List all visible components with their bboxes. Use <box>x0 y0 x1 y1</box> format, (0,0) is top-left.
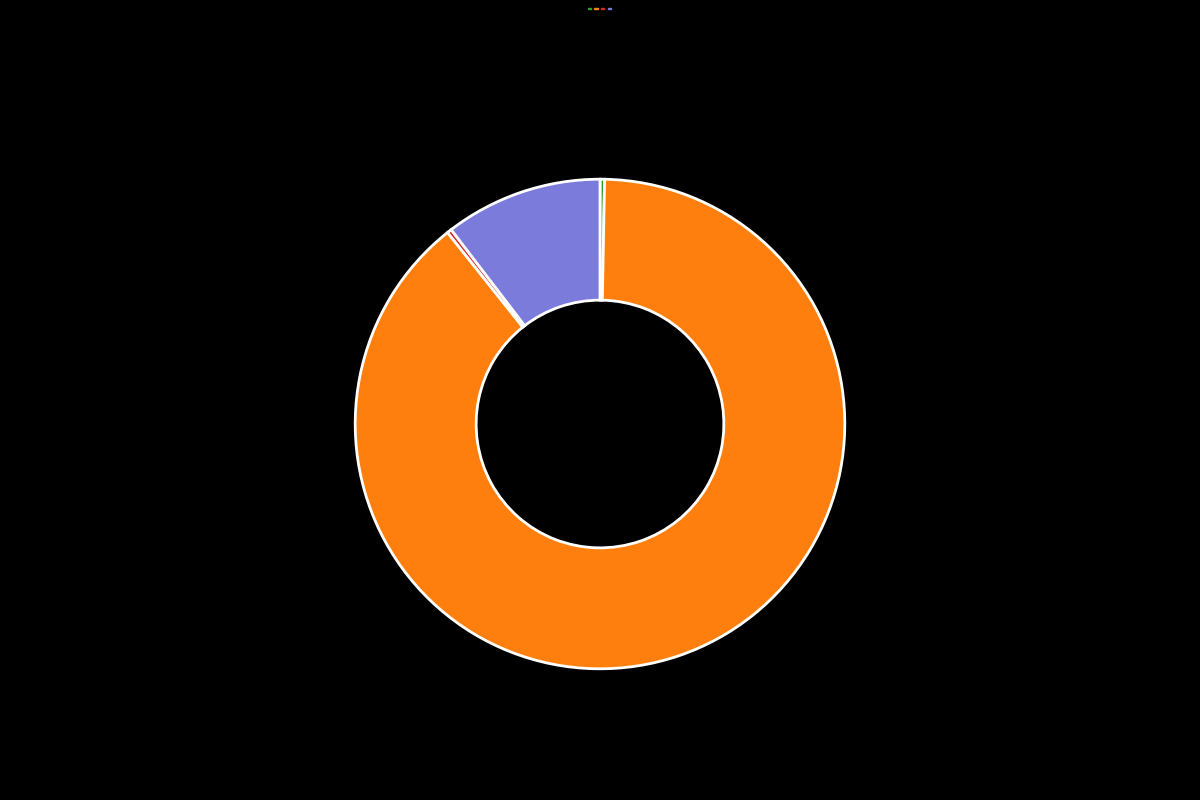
Wedge shape <box>355 179 845 669</box>
Wedge shape <box>600 179 605 300</box>
Wedge shape <box>448 230 524 327</box>
Legend: , , , : , , , <box>587 7 613 10</box>
Wedge shape <box>451 179 600 326</box>
